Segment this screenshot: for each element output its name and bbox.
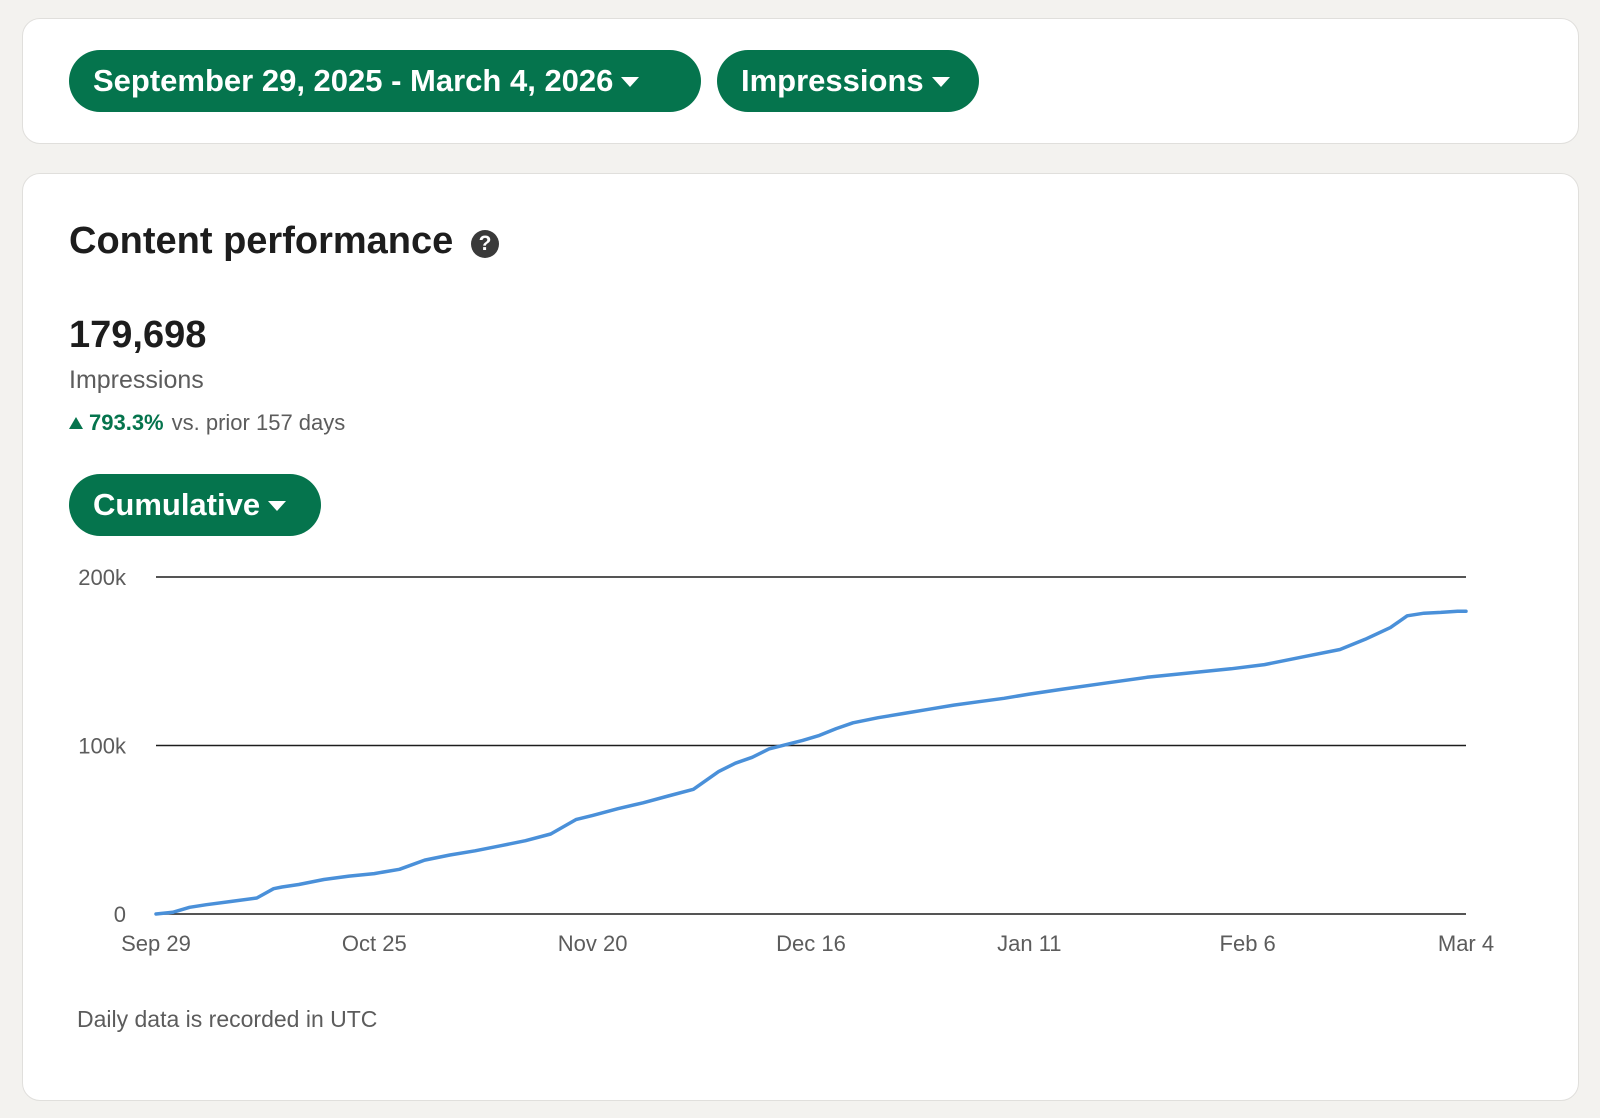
x-tick-label: Oct 25 [342, 931, 407, 956]
date-range-dropdown[interactable]: September 29, 2025 - March 4, 2026 [69, 50, 701, 112]
total-impressions-value: 179,698 [69, 314, 207, 356]
chevron-down-icon [931, 77, 950, 87]
change-text: vs. prior 157 days [171, 410, 346, 435]
x-axis-ticks: Sep 29 Oct 25 Nov 20 Dec 16 Jan 11 Feb 6 Mar 4 [121, 931, 1494, 956]
x-tick-label: Sep 29 [121, 931, 191, 956]
change-percent: 793.3% [89, 410, 164, 435]
view-mode-dropdown[interactable]: Cumulative [69, 474, 321, 536]
help-icon[interactable]: ? [471, 230, 499, 258]
x-tick-label: Nov 20 [558, 931, 628, 956]
chart-grid [156, 576, 1466, 915]
metric-label: Impressions [741, 63, 924, 98]
impressions-line-chart: 0 100k 200k Sep 29 Oct 25 Nov 20 Dec 16 Jan 11… [78, 565, 1494, 956]
content-performance-card: Content performance ? 179,698 Impression… [22, 173, 1579, 1101]
y-tick-label: 0 [114, 902, 126, 927]
date-range-label: September 29, 2025 - March 4, 2026 [93, 63, 614, 98]
arrow-up-icon [69, 417, 83, 429]
view-mode-label: Cumulative [93, 487, 261, 522]
change-indicator: 793.3% vs. prior 157 days [69, 410, 345, 436]
total-impressions-label: Impressions [69, 366, 204, 394]
y-tick-label: 100k [78, 734, 127, 759]
impressions-series-line [154, 609, 1468, 916]
metric-dropdown[interactable]: Impressions [717, 50, 979, 112]
filter-bar: September 29, 2025 - March 4, 2026 Impre… [22, 18, 1579, 144]
chevron-down-icon [621, 77, 640, 87]
y-axis-ticks: 0 100k 200k [78, 565, 127, 927]
x-tick-label: Feb 6 [1220, 931, 1276, 956]
chevron-down-icon [268, 501, 287, 511]
y-tick-label: 200k [78, 565, 127, 590]
x-tick-label: Jan 11 [997, 931, 1061, 956]
x-tick-label: Mar 4 [1438, 931, 1494, 956]
panel-title: Content performance [69, 220, 454, 262]
utc-footnote: Daily data is recorded in UTC [77, 1006, 378, 1032]
chart-series [154, 609, 1468, 916]
x-tick-label: Dec 16 [776, 931, 846, 956]
